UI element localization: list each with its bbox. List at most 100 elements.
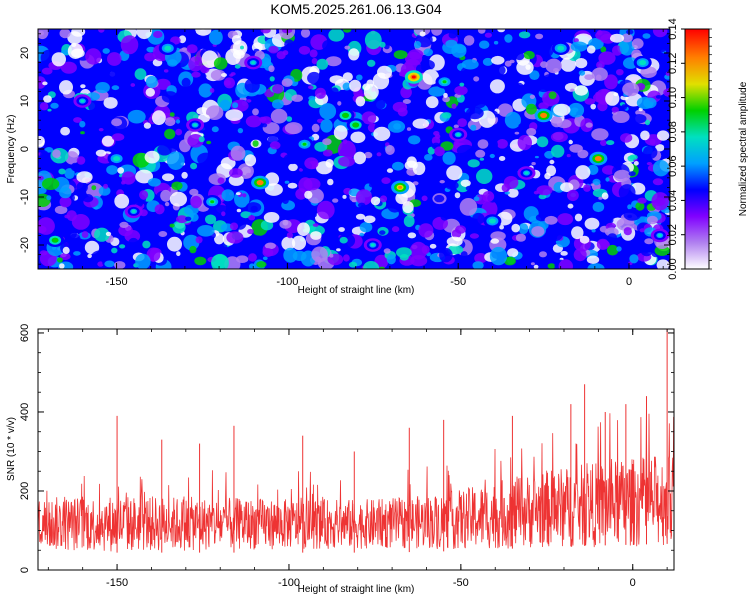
spectrogram-texture [308,85,314,90]
spectrogram-texture [434,146,445,157]
spectrogram-texture [330,87,339,96]
spectrogram-texture [158,231,168,237]
spectrogram-texture [192,90,199,94]
spectrogram-texture [591,67,608,81]
spectrogram-texture [279,219,292,229]
colorbar-tick-label: 0.00 [667,258,679,279]
spectrogram-texture [477,29,486,34]
spectrogram-texture [456,258,469,267]
spectrogram-texture [526,127,537,136]
spectrogram-texture [586,255,600,264]
spectrogram-texture [59,80,73,95]
spectrogram-texture [189,245,197,254]
spectrogram-peak [596,157,601,161]
spectrogram-peak [302,142,307,146]
spectrogram-texture [240,211,251,219]
spectrogram-texture [235,192,241,196]
spectrogram-texture [550,131,568,143]
spectrogram-ytick-label: 10 [19,95,31,107]
spectrogram-texture [135,253,151,269]
spectrogram-texture [248,215,256,221]
spectrogram-texture [88,101,98,112]
spectrogram-texture [229,168,243,178]
spectrogram-texture [172,220,186,234]
spectrogram-texture [446,236,463,247]
spectrogram-texture [181,77,191,88]
spectrogram-texture [76,171,93,184]
spectrogram-texture [621,33,633,43]
spectrogram-texture [568,139,573,145]
spectrogram-texture [51,52,66,67]
spectrogram-texture [558,259,573,269]
spectrogram-texture [43,95,52,103]
snr-series-line [38,408,674,552]
spectrogram-texture [262,256,268,261]
spectrogram-texture [197,152,216,166]
spectrogram-texture [600,46,607,53]
spectrogram-texture [332,199,346,214]
spectrogram-texture [665,71,670,77]
spectrogram-texture [284,122,303,135]
spectrogram-texture [547,263,556,269]
spectrogram-texture [355,189,373,206]
colorbar-gradient [684,28,710,270]
spectrogram-texture [169,191,187,207]
spectrogram-texture [370,196,381,206]
spectrogram-texture [58,168,66,175]
spectrogram-texture [491,55,505,65]
spectrogram-texture [530,262,535,266]
spectrogram-texture [304,157,319,170]
spectrogram-texture [473,76,480,82]
spectrogram-texture [566,154,571,158]
spectrogram-texture [463,35,475,46]
spectrogram-texture [490,238,500,244]
spectrogram-texture [453,140,459,146]
spectrogram-texture [652,178,664,186]
spectrogram-texture [152,110,166,126]
spectrogram-texture [591,128,609,141]
spectrogram-texture [476,168,493,184]
spectrogram-texture [59,196,72,208]
spectrogram-texture [575,165,591,180]
spectrogram-texture [314,87,327,99]
spectrogram-texture [114,261,126,269]
spectrogram-texture [147,178,161,187]
spectrogram-texture [115,98,133,117]
spectrogram-texture [191,71,201,78]
spectrogram-texture [283,247,298,263]
spectrogram-texture [232,102,239,109]
spectrogram-texture [575,58,588,69]
spectrogram-texture [518,31,531,39]
spectrogram-texture [465,107,484,120]
spectrogram-texture [606,140,615,146]
spectrogram-texture [95,149,107,157]
spectrogram-texture [59,29,71,39]
spectrogram-texture [185,216,192,221]
spectrogram-texture [325,159,334,168]
spectrogram-texture [230,145,246,161]
spectrogram-texture [429,243,437,249]
spectrogram-texture [573,38,579,43]
spectrogram-texture [342,194,347,199]
spectrogram-texture [394,241,404,249]
spectrogram-texture [439,247,453,263]
spectrogram-texture [175,128,183,136]
spectrogram-texture [379,230,386,235]
spectrogram-texture [325,56,342,67]
spectrogram-texture [460,66,474,78]
spectrogram-texture [88,114,93,119]
spectrogram-ytick-label: 20 [19,47,31,59]
spectrogram-texture [543,73,559,84]
snr-xtick-label: -100 [278,577,300,589]
spectrogram-texture [443,92,448,98]
spectrogram-texture [441,112,452,119]
spectrogram-texture [223,77,235,89]
spectrogram-texture [504,34,513,43]
spectrogram-texture [300,29,311,38]
spectrogram-texture [86,164,93,169]
spectrogram-texture [145,75,158,88]
spectrogram-texture [226,231,244,244]
spectrogram-texture [472,212,485,225]
snr-xtick-label: -50 [453,577,469,589]
